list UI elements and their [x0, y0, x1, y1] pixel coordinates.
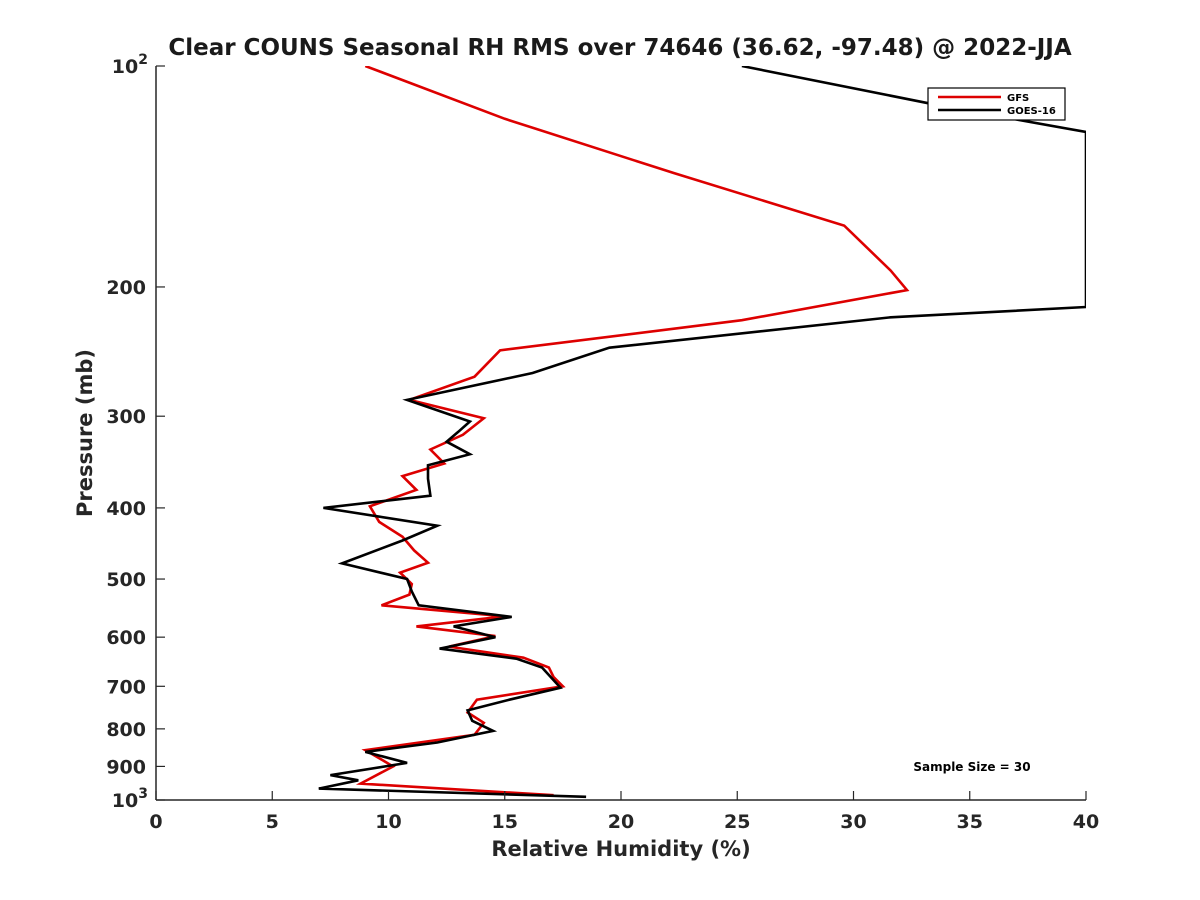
x-tick-label: 35: [957, 811, 983, 833]
legend-label-goes16: GOES-16: [1007, 106, 1056, 117]
x-tick-label: 0: [149, 811, 162, 833]
x-tick-label: 15: [492, 811, 518, 833]
y-tick-label: 102: [112, 52, 148, 78]
y-tick-label: 103: [112, 786, 148, 812]
x-tick-label: 5: [266, 811, 279, 833]
series-layer: [318, 66, 1086, 799]
y-axis-label: Pressure (mb): [73, 349, 97, 517]
series-line-gfs: [355, 66, 910, 797]
y-tick-label: 500: [106, 569, 146, 591]
sample-size-annotation: Sample Size = 30: [913, 760, 1030, 774]
x-tick-label: 30: [840, 811, 866, 833]
x-ticks: 0 5 10 15 20 25 30 35 40: [149, 791, 1099, 833]
x-axis-label: Relative Humidity (%): [491, 837, 750, 861]
y-tick-label: 200: [106, 277, 146, 299]
series-line-goes-16: [318, 66, 1086, 799]
x-tick-label: 10: [375, 811, 401, 833]
chart-title: Clear COUNS Seasonal RH RMS over 74646 (…: [168, 35, 1072, 61]
y-ticks: 102 200 300 400 500 600 700 800 900 103: [106, 52, 165, 812]
y-tick-label: 300: [106, 406, 146, 428]
legend: GFS GOES-16: [927, 87, 1066, 121]
y-tick-label: 900: [106, 756, 146, 778]
y-tick-label: 800: [106, 719, 146, 741]
plot-area: [318, 66, 1086, 799]
x-tick-label: 40: [1073, 811, 1099, 833]
y-tick-label: 400: [106, 498, 146, 520]
legend-box: [927, 87, 1066, 121]
y-tick-label: 700: [106, 676, 146, 698]
y-tick-label: 600: [106, 627, 146, 649]
legend-label-gfs: GFS: [1007, 93, 1029, 104]
x-tick-label: 25: [724, 811, 750, 833]
x-tick-label: 20: [608, 811, 634, 833]
